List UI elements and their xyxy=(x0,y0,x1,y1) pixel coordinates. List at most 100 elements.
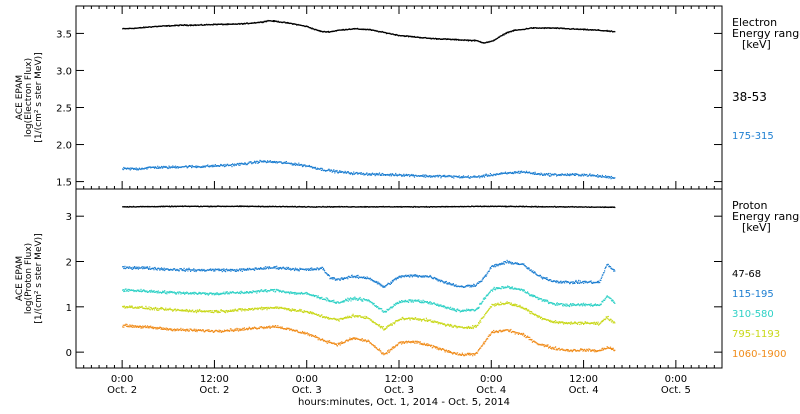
data-point xyxy=(586,174,587,175)
data-point xyxy=(399,301,400,302)
data-point xyxy=(468,175,469,176)
data-point xyxy=(611,176,612,177)
data-point xyxy=(502,286,503,287)
data-point xyxy=(513,173,514,174)
data-point xyxy=(225,271,226,272)
data-point xyxy=(504,264,505,265)
data-point xyxy=(411,274,412,275)
data-point xyxy=(223,270,224,271)
data-point xyxy=(213,270,214,271)
data-point xyxy=(263,307,264,308)
data-point xyxy=(550,173,551,174)
data-point xyxy=(265,290,266,291)
data-point xyxy=(369,173,370,174)
data-point xyxy=(510,262,511,263)
data-point xyxy=(148,308,149,309)
data-point xyxy=(564,282,565,283)
data-point xyxy=(345,172,346,173)
data-point xyxy=(598,282,599,283)
data-point xyxy=(409,276,410,277)
data-point xyxy=(356,298,357,299)
data-point xyxy=(221,269,222,270)
data-point xyxy=(570,283,571,284)
data-point xyxy=(395,278,396,279)
data-point xyxy=(212,310,213,311)
data-point xyxy=(503,35,504,36)
data-point xyxy=(352,275,353,276)
data-point xyxy=(238,164,239,165)
data-point xyxy=(129,266,130,267)
data-point xyxy=(168,167,169,168)
electron-ytick-label: 2.5 xyxy=(56,104,72,115)
data-point xyxy=(528,269,529,270)
data-point xyxy=(146,167,147,168)
data-point xyxy=(610,178,611,179)
data-point xyxy=(192,165,193,166)
data-point xyxy=(187,269,188,270)
data-point xyxy=(583,175,584,176)
data-point xyxy=(557,302,558,303)
data-point xyxy=(213,165,214,166)
data-point xyxy=(316,269,317,270)
data-point xyxy=(296,294,297,295)
data-point xyxy=(227,164,228,165)
data-point xyxy=(129,305,130,306)
data-point xyxy=(285,268,286,269)
data-point xyxy=(161,166,162,167)
data-point xyxy=(333,278,334,279)
data-point xyxy=(136,167,137,168)
data-point xyxy=(581,175,582,176)
data-point xyxy=(333,169,334,170)
data-point xyxy=(280,291,281,292)
data-point xyxy=(529,294,530,295)
data-point xyxy=(507,260,508,261)
data-point xyxy=(489,175,490,176)
data-point xyxy=(561,303,562,304)
data-point xyxy=(158,290,159,291)
electron-ytick-label: 1.5 xyxy=(56,178,72,189)
data-point xyxy=(572,305,573,306)
data-point xyxy=(254,309,255,310)
data-point xyxy=(459,175,460,176)
electron-ytick-label: 2.0 xyxy=(56,141,72,152)
data-point xyxy=(359,298,360,299)
data-point xyxy=(571,305,572,306)
data-point xyxy=(161,308,162,309)
data-point xyxy=(230,310,231,311)
data-point xyxy=(389,308,390,309)
data-point xyxy=(413,175,414,176)
data-point xyxy=(546,173,547,174)
data-point xyxy=(146,169,147,170)
data-point xyxy=(529,268,530,269)
data-point xyxy=(485,298,486,299)
proton-ylabel-line: log(Proton Flux) xyxy=(24,243,34,314)
data-point xyxy=(241,291,242,292)
data-point xyxy=(273,291,274,292)
data-point xyxy=(350,300,351,301)
data-point xyxy=(289,308,290,309)
data-point xyxy=(503,288,504,289)
data-point xyxy=(142,266,143,267)
data-point xyxy=(245,163,246,164)
data-point xyxy=(485,275,486,276)
data-point xyxy=(207,293,208,294)
data-point xyxy=(474,177,475,178)
data-point xyxy=(294,269,295,270)
data-point xyxy=(263,161,264,162)
data-point xyxy=(397,302,398,303)
data-point xyxy=(308,311,309,312)
data-point xyxy=(332,300,333,301)
data-point xyxy=(350,297,351,298)
data-point xyxy=(322,169,323,170)
data-point xyxy=(293,292,294,293)
data-point xyxy=(603,272,604,273)
data-point xyxy=(156,308,157,309)
data-point xyxy=(463,175,464,176)
data-point xyxy=(237,310,238,311)
data-point xyxy=(298,163,299,164)
data-point xyxy=(268,268,269,269)
data-point xyxy=(582,304,583,305)
data-point xyxy=(469,178,470,179)
data-point xyxy=(157,292,158,293)
